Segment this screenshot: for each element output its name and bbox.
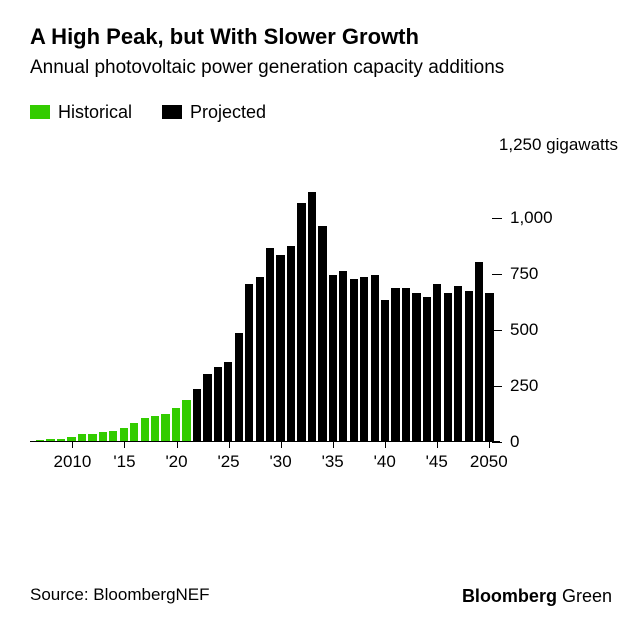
bar-2032 (297, 203, 305, 440)
bar-2030 (276, 255, 284, 441)
xtick-label-2020: '20 (165, 452, 187, 472)
bar-2038 (360, 277, 368, 441)
chart-container: A High Peak, but With Slower Growth Annu… (0, 0, 642, 635)
bar-2024 (214, 367, 222, 441)
chart-title: A High Peak, but With Slower Growth (30, 24, 612, 50)
xtick-label-2030: '30 (270, 452, 292, 472)
chart-subtitle: Annual photovoltaic power generation cap… (30, 56, 612, 80)
bar-2047 (454, 286, 462, 441)
legend-swatch-projected (162, 105, 182, 119)
xtick-mark-2030 (281, 442, 282, 448)
bar-2014 (109, 431, 117, 441)
bar-2017 (141, 418, 149, 440)
xtick-mark-2015 (124, 442, 125, 448)
bar-2039 (371, 275, 379, 441)
xtick-label-2025: '25 (217, 452, 239, 472)
xtick-mark-2010 (72, 442, 73, 448)
ytick-1000: 1,000 (510, 208, 610, 228)
bar-2008 (46, 439, 54, 441)
legend: Historical Projected (30, 102, 612, 123)
xtick-label-2010: 2010 (54, 452, 92, 472)
bar-2048 (465, 291, 473, 441)
bar-2019 (161, 414, 169, 441)
bar-2041 (391, 288, 399, 440)
brand: Bloomberg Green (462, 586, 612, 607)
bar-2031 (287, 246, 295, 441)
bar-2028 (256, 277, 264, 441)
bar-2036 (339, 271, 347, 441)
bar-2021 (182, 400, 190, 440)
bar-2035 (329, 275, 337, 441)
bar-2023 (203, 374, 211, 441)
bar-2034 (318, 226, 326, 441)
bar-2011 (78, 434, 86, 441)
xtick-label-2045: '45 (426, 452, 448, 472)
bar-2012 (88, 434, 96, 441)
bar-2033 (308, 192, 316, 441)
bars-group (36, 162, 494, 441)
legend-label-historical: Historical (58, 102, 132, 123)
bar-2037 (350, 279, 358, 440)
bar-2013 (99, 432, 107, 441)
xtick-label-2035: '35 (322, 452, 344, 472)
xtick-label-2050: 2050 (470, 452, 508, 472)
legend-item-historical: Historical (30, 102, 132, 123)
bar-2049 (475, 262, 483, 441)
bar-2026 (235, 333, 243, 441)
bar-2016 (130, 423, 138, 440)
chart-area: 1,250 gigawatts 02505007501,000 2010'15'… (30, 137, 612, 467)
bar-2020 (172, 408, 180, 440)
ytick-250: 250 (510, 376, 610, 396)
bar-2045 (433, 284, 441, 441)
x-axis: 2010'15'20'25'30'35'40'452050 (30, 442, 500, 472)
bar-2015 (120, 428, 128, 440)
bar-2043 (412, 293, 420, 441)
legend-label-projected: Projected (190, 102, 266, 123)
ytick-750: 750 (510, 264, 610, 284)
xtick-mark-2025 (229, 442, 230, 448)
xtick-mark-2050 (489, 442, 490, 448)
xtick-label-2040: '40 (374, 452, 396, 472)
legend-swatch-historical (30, 105, 50, 119)
bar-2042 (402, 288, 410, 440)
bar-2044 (423, 297, 431, 440)
bar-2027 (245, 284, 253, 441)
bar-2009 (57, 439, 65, 441)
xtick-mark-2040 (385, 442, 386, 448)
legend-item-projected: Projected (162, 102, 266, 123)
xtick-mark-2045 (437, 442, 438, 448)
xtick-label-2015: '15 (113, 452, 135, 472)
bar-2025 (224, 362, 232, 440)
plot-region: 02505007501,000 (30, 162, 500, 442)
bar-2022 (193, 389, 201, 441)
bar-2029 (266, 248, 274, 441)
bar-2010 (67, 437, 75, 441)
xtick-mark-2020 (177, 442, 178, 448)
xtick-mark-2035 (333, 442, 334, 448)
brand-sub: Green (562, 586, 612, 606)
bar-2018 (151, 416, 159, 441)
ytick-500: 500 (510, 320, 610, 340)
bar-2050 (485, 293, 493, 441)
bar-2040 (381, 300, 389, 441)
source-text: Source: BloombergNEF (30, 585, 210, 605)
brand-main: Bloomberg (462, 586, 557, 606)
ytick-0: 0 (510, 432, 610, 452)
bar-2007 (36, 440, 44, 441)
y-unit-label: 1,250 gigawatts (499, 135, 618, 155)
bar-2046 (444, 293, 452, 441)
